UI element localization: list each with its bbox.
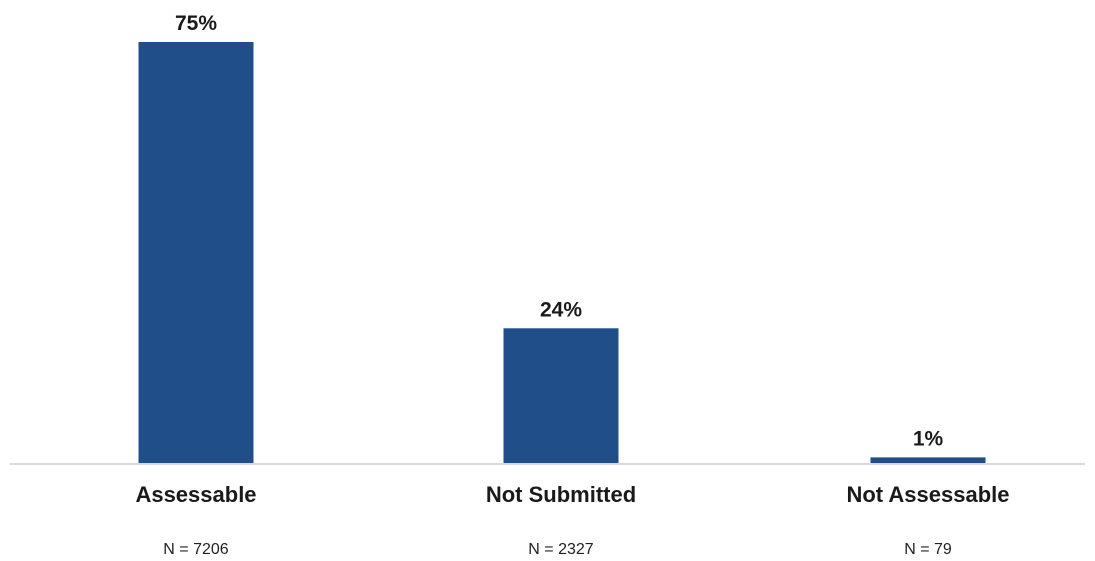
- count-label-not-submitted: N = 2327: [528, 541, 593, 558]
- category-label-not-submitted: Not Submitted: [486, 482, 636, 507]
- value-label-assessable: 75%: [175, 12, 217, 35]
- value-label-not-submitted: 24%: [540, 298, 582, 321]
- value-label-not-assessable: 1%: [913, 427, 944, 450]
- bars-layer: [138, 42, 986, 463]
- labels-layer: 75% Assessable N = 7206 24% Not Submitted N =…: [135, 12, 1009, 558]
- category-label-assessable: Assessable: [135, 482, 256, 507]
- count-label-assessable: N = 7206: [163, 541, 228, 558]
- bar-not-assessable: [870, 457, 986, 463]
- bar-not-submitted: [503, 328, 619, 463]
- bar-assessable: [138, 42, 254, 463]
- category-label-not-assessable: Not Assessable: [846, 482, 1009, 507]
- count-label-not-assessable: N = 79: [904, 541, 952, 558]
